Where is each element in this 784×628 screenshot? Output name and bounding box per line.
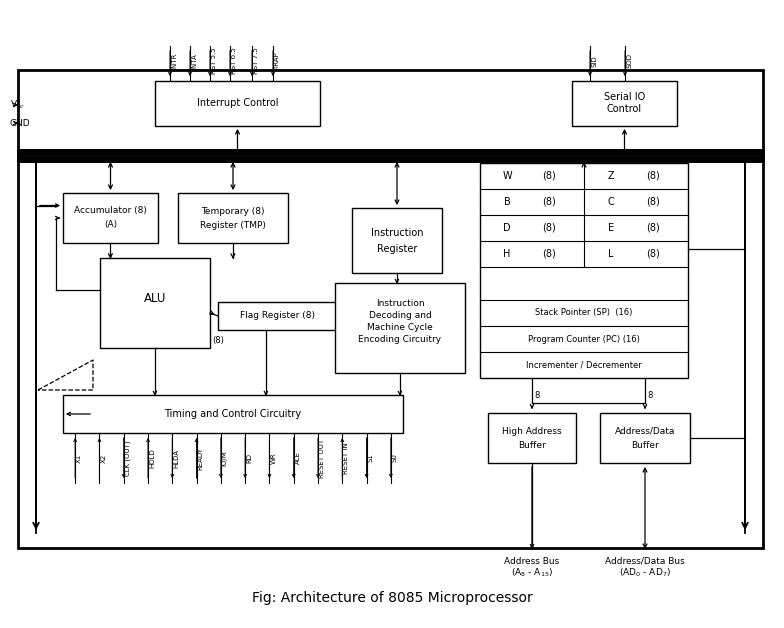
Bar	[572, 81, 677, 126]
Bar	[155, 81, 320, 126]
Text: Z: Z	[608, 171, 615, 181]
Text: (8): (8)	[542, 223, 556, 233]
Bar	[18, 70, 763, 548]
Text: Fig: Architecture of 8085 Microprocessor: Fig: Architecture of 8085 Microprocessor	[252, 591, 532, 605]
Text: Serial IO: Serial IO	[604, 92, 645, 102]
Text: W: W	[503, 171, 512, 181]
Text: RD: RD	[246, 453, 252, 463]
Text: Control: Control	[607, 104, 642, 114]
Text: V$_{cc}$: V$_{cc}$	[10, 99, 25, 111]
Text: Incrementer / Decrementer: Incrementer / Decrementer	[526, 360, 642, 369]
Text: INTR: INTR	[172, 53, 177, 69]
Text: Machine Cycle: Machine Cycle	[367, 323, 433, 332]
Text: (8): (8)	[212, 335, 224, 345]
Bar	[480, 163, 688, 378]
Text: Address Bus: Address Bus	[504, 556, 560, 565]
Text: RESET IN: RESET IN	[343, 442, 350, 474]
Text: Flag Register (8): Flag Register (8)	[241, 311, 315, 320]
Text: E: E	[608, 223, 614, 233]
Text: X1: X1	[76, 453, 82, 463]
Text: Register (TMP): Register (TMP)	[200, 220, 266, 229]
Text: ALE: ALE	[295, 452, 301, 465]
Text: TRAP: TRAP	[274, 52, 281, 70]
Text: (A): (A)	[104, 220, 117, 229]
Bar	[488, 413, 576, 463]
Text: SID: SID	[591, 55, 597, 67]
Text: D: D	[503, 223, 511, 233]
Text: (8): (8)	[646, 197, 659, 207]
Text: (8): (8)	[646, 171, 659, 181]
Text: RESET OUT: RESET OUT	[319, 438, 325, 477]
Text: Instruction: Instruction	[376, 300, 424, 308]
Text: L: L	[608, 249, 614, 259]
Text: C: C	[608, 197, 615, 207]
Bar	[63, 193, 158, 243]
Text: Temporary (8): Temporary (8)	[201, 207, 265, 215]
Text: 8: 8	[648, 391, 653, 399]
Bar	[63, 395, 403, 433]
Text: (A$_8$ - A$_{15}$): (A$_8$ - A$_{15}$)	[511, 566, 554, 579]
Text: Accumulator (8): Accumulator (8)	[74, 207, 147, 215]
Text: 8: 8	[535, 391, 539, 399]
Text: WR: WR	[270, 452, 277, 464]
Text: B: B	[503, 197, 510, 207]
Text: Buffer: Buffer	[518, 440, 546, 450]
Text: Register: Register	[377, 244, 417, 254]
Text: (AD$_0$ - AD$_7$): (AD$_0$ - AD$_7$)	[619, 566, 671, 579]
Text: (8): (8)	[646, 223, 659, 233]
Text: Program Counter (PC) (16): Program Counter (PC) (16)	[528, 335, 640, 344]
Text: IO/M: IO/M	[222, 450, 228, 466]
Bar	[335, 283, 465, 373]
Text: Encoding Circuitry: Encoding Circuitry	[358, 335, 441, 345]
Text: Address/Data Bus: Address/Data Bus	[605, 556, 685, 565]
Text: Decoding and: Decoding and	[368, 311, 431, 320]
Text: High Address: High Address	[503, 426, 562, 435]
Text: GND: GND	[10, 119, 31, 127]
Bar	[218, 302, 338, 330]
Text: ALU: ALU	[143, 291, 166, 305]
Text: X2: X2	[100, 453, 107, 463]
Text: CLK (OUT): CLK (OUT)	[125, 440, 131, 476]
Text: Buffer: Buffer	[631, 440, 659, 450]
Text: S0: S0	[392, 453, 397, 462]
Text: HLDA: HLDA	[173, 448, 180, 467]
Text: S1: S1	[368, 453, 373, 462]
Text: H: H	[503, 249, 510, 259]
Text: (8): (8)	[646, 249, 659, 259]
Text: Timing and Control Circuitry: Timing and Control Circuitry	[165, 409, 302, 419]
Text: HOLD: HOLD	[149, 448, 155, 468]
Bar	[352, 208, 442, 273]
Text: INTA: INTA	[191, 53, 198, 69]
Text: SOD: SOD	[626, 53, 633, 68]
Text: (8): (8)	[542, 249, 556, 259]
Text: Interrupt Control: Interrupt Control	[197, 99, 278, 109]
Text: Instruction: Instruction	[371, 227, 423, 237]
Text: READY: READY	[198, 447, 204, 470]
Bar	[178, 193, 288, 243]
Text: RST 5.5: RST 5.5	[212, 48, 217, 74]
Text: RST 7.5: RST 7.5	[253, 48, 260, 74]
Bar	[100, 258, 210, 348]
Text: Address/Data: Address/Data	[615, 426, 675, 435]
Text: Stack Pointer (SP)  (16): Stack Pointer (SP) (16)	[535, 308, 633, 318]
Text: (8): (8)	[542, 197, 556, 207]
Text: (8): (8)	[542, 171, 556, 181]
Bar	[600, 413, 690, 463]
Text: RST 6.5: RST 6.5	[231, 48, 238, 74]
